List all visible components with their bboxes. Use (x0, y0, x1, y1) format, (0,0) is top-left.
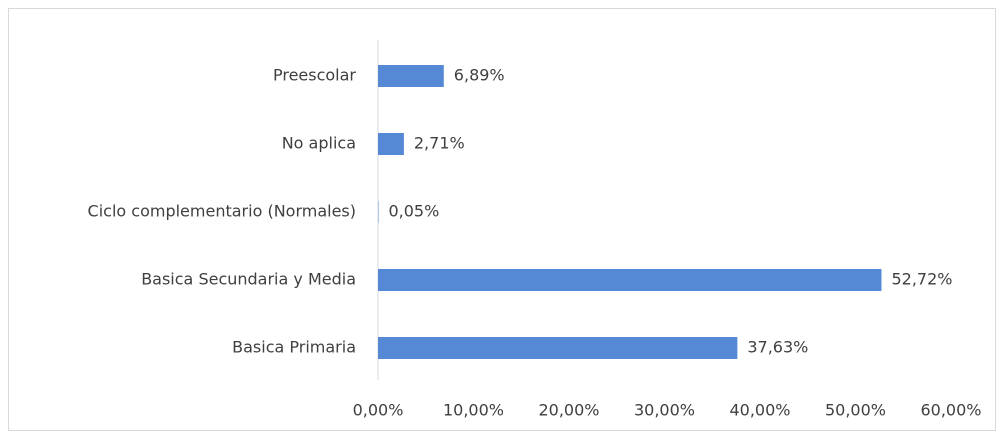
x-tick-label: 10,00% (443, 401, 504, 420)
x-tick-label: 40,00% (729, 401, 790, 420)
y-tick-label: Preescolar (273, 66, 356, 85)
chart-border (8, 8, 996, 431)
value-label: 6,89% (454, 66, 505, 85)
y-tick-label: Basica Secundaria y Media (141, 270, 356, 289)
y-tick-label: Basica Primaria (232, 338, 356, 357)
y-tick-label: Ciclo complementario (Normales) (88, 202, 356, 221)
x-tick-label: 20,00% (538, 401, 599, 420)
value-label: 0,05% (388, 202, 439, 221)
x-tick-label: 0,00% (353, 401, 404, 420)
value-label: 37,63% (747, 338, 808, 357)
x-tick-label: 30,00% (634, 401, 695, 420)
bar (378, 269, 882, 291)
value-label: 2,71% (414, 134, 465, 153)
x-tick-label: 50,00% (825, 401, 886, 420)
x-tick-label: 60,00% (920, 401, 981, 420)
bar (378, 133, 404, 155)
bar (378, 337, 738, 359)
y-tick-label: No aplica (282, 134, 356, 153)
value-label: 52,72% (891, 270, 952, 289)
bar (378, 65, 444, 87)
